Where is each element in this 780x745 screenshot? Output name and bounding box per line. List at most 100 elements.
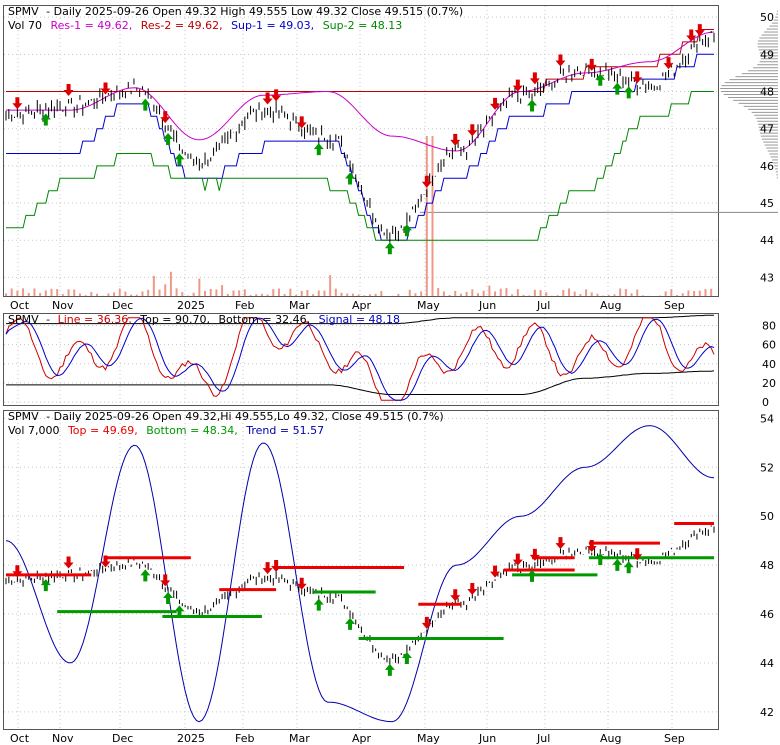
p1-sup1-label: Sup-1 = 49.03, bbox=[231, 19, 314, 32]
month-label-Oct: Oct bbox=[10, 299, 30, 312]
up-arrow bbox=[612, 558, 623, 571]
month-label-2025: 2025 bbox=[177, 299, 205, 312]
down-arrow bbox=[632, 71, 643, 84]
y-tick-label: 40 bbox=[762, 358, 776, 371]
month-label-Mar: Mar bbox=[289, 732, 310, 745]
up-arrow bbox=[174, 605, 185, 618]
up-arrow bbox=[527, 99, 538, 112]
down-arrow bbox=[296, 116, 307, 129]
y-tick-label: 48 bbox=[760, 559, 774, 572]
top-line bbox=[6, 314, 714, 325]
down-arrow bbox=[663, 57, 674, 70]
grid bbox=[4, 6, 718, 729]
down-arrow bbox=[160, 574, 171, 587]
y-tick-label: 44 bbox=[760, 657, 774, 670]
up-arrow bbox=[384, 663, 395, 676]
month-label-May: May bbox=[417, 299, 440, 312]
y-tick-label: 49 bbox=[760, 48, 774, 61]
up-arrow bbox=[612, 82, 623, 95]
month-label-May: May bbox=[417, 732, 440, 745]
y-tick-label: 20 bbox=[762, 377, 776, 390]
up-arrow bbox=[163, 591, 174, 604]
month-label-Apr: Apr bbox=[352, 732, 372, 745]
up-arrow bbox=[623, 561, 634, 574]
y-tick-label: 0 bbox=[762, 396, 769, 409]
y-tick-label: 42 bbox=[760, 706, 774, 719]
down-arrow bbox=[512, 553, 523, 566]
p1-res1-label: Res-1 = 49.62, bbox=[50, 19, 132, 32]
month-label-Jun: Jun bbox=[478, 732, 496, 745]
down-arrow bbox=[296, 577, 307, 590]
y-tick-label: 50 bbox=[760, 11, 774, 24]
down-arrow bbox=[686, 29, 697, 42]
month-label-Dec: Dec bbox=[112, 732, 133, 745]
up-arrow bbox=[40, 579, 51, 592]
down-arrow bbox=[63, 83, 74, 96]
down-arrow bbox=[271, 89, 282, 102]
axis-labels: Oct Oct Nov Nov Dec Dec 2025 2025 Feb Feb Mar Mar Ap… bbox=[10, 11, 776, 745]
up-arrow bbox=[401, 652, 412, 665]
month-label-Jul: Jul bbox=[536, 732, 550, 745]
oscillator-line bbox=[5, 317, 715, 401]
up-arrow bbox=[401, 224, 412, 237]
p3-top-label: Top = 49.69, bbox=[67, 424, 138, 437]
down-arrow bbox=[555, 537, 566, 550]
p3-trend-label: Trend = 51.57 bbox=[245, 424, 324, 437]
down-arrow bbox=[694, 24, 705, 37]
month-label-Aug: Aug bbox=[600, 299, 621, 312]
y-tick-label: 47 bbox=[760, 123, 774, 136]
svg-text:SPMV - Daily 2025-09-26 Op: SPMV - Daily 2025-09-26 Open 49.32,Hi 49… bbox=[8, 410, 444, 423]
down-arrow bbox=[100, 82, 111, 95]
y-tick-label: 44 bbox=[760, 234, 774, 247]
up-arrow bbox=[313, 598, 324, 611]
down-arrow bbox=[586, 539, 597, 552]
month-label-Aug: Aug bbox=[600, 732, 621, 745]
down-arrow bbox=[262, 92, 273, 105]
down-arrow bbox=[467, 583, 478, 596]
month-label-Mar: Mar bbox=[289, 299, 310, 312]
down-arrow bbox=[271, 560, 282, 573]
y-tick-label: 60 bbox=[762, 339, 776, 352]
down-arrow bbox=[262, 562, 273, 575]
y-tick-label: 54 bbox=[760, 412, 774, 425]
p1-vol-label: Vol 70 bbox=[8, 19, 42, 32]
volume-profile bbox=[420, 10, 778, 213]
up-arrow bbox=[595, 73, 606, 86]
down-arrow bbox=[421, 616, 432, 629]
down-arrow bbox=[529, 72, 540, 85]
y-tick-label: 52 bbox=[760, 461, 774, 474]
month-label-Apr: Apr bbox=[352, 299, 372, 312]
down-arrow bbox=[450, 133, 461, 146]
p2-line-label: Line = 36.36, bbox=[58, 313, 132, 326]
down-arrow bbox=[529, 548, 540, 561]
down-arrow bbox=[586, 58, 597, 71]
down-arrow bbox=[632, 548, 643, 561]
up-arrow bbox=[163, 132, 174, 145]
down-arrow bbox=[63, 556, 74, 569]
up-arrow bbox=[345, 617, 356, 630]
bottom-line bbox=[6, 370, 715, 395]
y-tick-label: 46 bbox=[760, 160, 774, 173]
svg-text:SPMV - Daily 2025-09-26 Op: SPMV - Daily 2025-09-26 Open 49.32 High … bbox=[8, 5, 463, 18]
trend-line bbox=[5, 425, 715, 723]
up-arrow bbox=[174, 153, 185, 166]
y-tick-label: 50 bbox=[760, 510, 774, 523]
p2-signal-label: Signal = 48.18 bbox=[319, 313, 401, 326]
p2-top-label: Top = 90.70, bbox=[139, 313, 210, 326]
month-label-Sep: Sep bbox=[664, 299, 685, 312]
price-bars bbox=[5, 31, 715, 665]
svg-text:Vol 70 Res-1 = 49.62,: Vol 70 Res-1 = 49.62, Res-2 = 49.62, Sup… bbox=[8, 19, 402, 32]
up-arrow bbox=[384, 242, 395, 255]
up-arrow bbox=[345, 172, 356, 185]
up-arrow bbox=[140, 569, 151, 582]
p3-vol-label: Vol 7,000 bbox=[8, 424, 59, 437]
down-arrow bbox=[100, 555, 111, 568]
p3-symbol: SPMV bbox=[8, 410, 39, 423]
up-arrow bbox=[623, 86, 634, 99]
down-arrow bbox=[160, 111, 171, 124]
res1-line bbox=[6, 31, 715, 152]
p1-symbol: SPMV bbox=[8, 5, 39, 18]
up-arrow bbox=[527, 569, 538, 582]
up-arrow bbox=[40, 113, 51, 126]
signal-line bbox=[5, 317, 715, 401]
